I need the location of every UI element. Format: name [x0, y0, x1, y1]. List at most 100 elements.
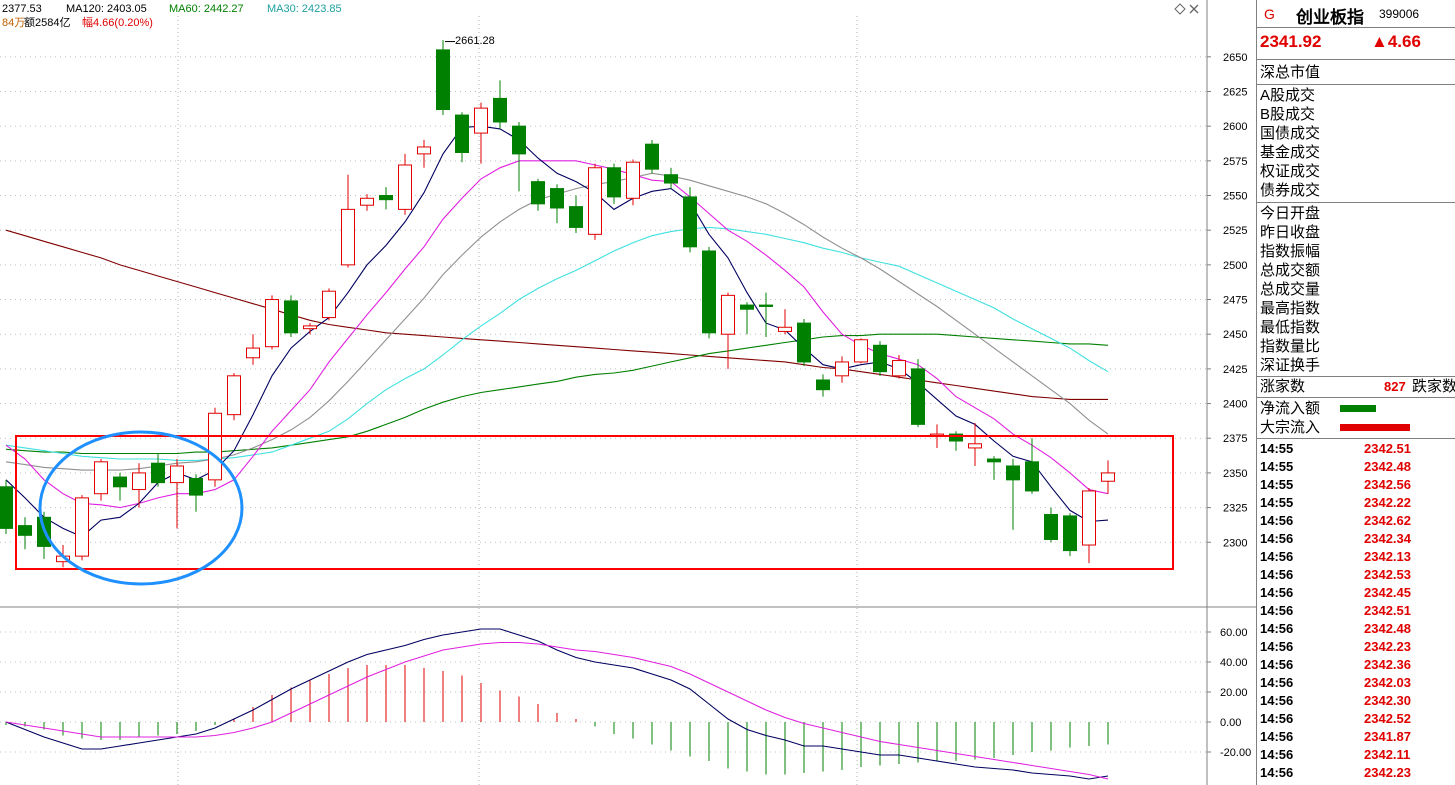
tick-time: 14:56 — [1260, 693, 1294, 708]
tick-price: 2342.23 — [1364, 765, 1411, 780]
candle[interactable] — [531, 178, 545, 211]
candle[interactable] — [1044, 507, 1058, 543]
candle[interactable] — [607, 163, 621, 204]
candle[interactable] — [170, 459, 184, 529]
candle-body — [1063, 515, 1077, 552]
candle[interactable] — [987, 456, 1001, 480]
candle[interactable] — [740, 302, 754, 335]
candle[interactable] — [455, 112, 469, 163]
candle-body — [911, 368, 925, 425]
candle[interactable] — [493, 80, 507, 129]
tick-time: 14:55 — [1260, 495, 1294, 510]
candle[interactable] — [94, 459, 108, 501]
index-name: 创业板指 — [1296, 8, 1364, 27]
y-axis-labels: 2300 2325 2350 2375 2400 2425 2450 2475 2500 2525… — [1207, 52, 1251, 759]
candle-body — [151, 462, 165, 484]
close-icon[interactable] — [1189, 4, 1199, 14]
candle[interactable] — [132, 463, 146, 508]
tick-price: 2342.51 — [1364, 603, 1411, 618]
candle[interactable] — [0, 479, 13, 534]
candle[interactable] — [949, 431, 963, 451]
candle[interactable] — [341, 174, 355, 268]
candle[interactable] — [379, 187, 393, 210]
candle[interactable] — [512, 121, 526, 192]
candle[interactable] — [227, 373, 241, 421]
candle[interactable] — [835, 356, 849, 383]
candle[interactable] — [626, 159, 640, 206]
candle[interactable] — [778, 309, 792, 335]
candle[interactable] — [265, 295, 279, 350]
candle[interactable] — [436, 40, 450, 116]
block-inflow-bar — [1340, 424, 1410, 431]
candle[interactable] — [151, 453, 165, 487]
macd-y-tick-label: 0.00 — [1220, 717, 1241, 729]
tick-price: 2342.30 — [1364, 693, 1411, 708]
macd-line2 — [5, 641, 1109, 780]
macd-y-tick-label: 20.00 — [1220, 687, 1248, 699]
candle[interactable] — [1063, 513, 1077, 557]
candle[interactable] — [37, 511, 51, 559]
candle[interactable] — [911, 359, 925, 428]
candle[interactable] — [284, 295, 298, 337]
net-inflow-bar — [1340, 405, 1376, 412]
diamond-icon[interactable] — [1174, 3, 1186, 15]
candle[interactable] — [113, 472, 127, 501]
candle[interactable] — [721, 292, 735, 369]
candle-body — [721, 294, 735, 335]
candle[interactable] — [645, 140, 659, 174]
tick-time: 14:56 — [1260, 513, 1294, 528]
candle[interactable] — [1082, 488, 1096, 564]
stat-label: 债券成交 — [1260, 182, 1321, 199]
candle[interactable] — [569, 195, 583, 233]
candle[interactable] — [189, 474, 203, 512]
candle[interactable] — [474, 102, 488, 164]
candle-body — [702, 250, 716, 334]
candle[interactable] — [683, 187, 697, 253]
y-tick-label: 2450 — [1223, 329, 1247, 341]
candle[interactable] — [702, 246, 716, 339]
candle[interactable] — [417, 140, 431, 168]
candle[interactable] — [208, 407, 222, 487]
main-price-grid — [0, 0, 1256, 785]
y-tick-label: 2575 — [1223, 156, 1247, 168]
tick-price: 2342.56 — [1364, 477, 1411, 492]
candle[interactable] — [550, 184, 564, 224]
candle[interactable] — [360, 194, 374, 211]
candle[interactable] — [75, 495, 89, 561]
candles[interactable] — [0, 40, 1115, 568]
stat-label: 总成交额 — [1260, 262, 1321, 279]
stat-label: 最高指数 — [1260, 300, 1321, 317]
candle[interactable] — [873, 341, 887, 376]
candle[interactable] — [1101, 460, 1115, 494]
divider — [1256, 438, 1455, 439]
tick-price: 2342.13 — [1364, 549, 1411, 564]
candle[interactable] — [588, 163, 602, 240]
candle[interactable] — [664, 167, 678, 189]
candle[interactable] — [303, 323, 317, 335]
candle[interactable] — [797, 318, 811, 367]
rise-count-label: 涨家数 — [1260, 378, 1306, 395]
candle-body — [246, 347, 260, 359]
candle[interactable] — [816, 374, 830, 397]
candle[interactable] — [968, 422, 982, 466]
macd-y-tick-label: 40.00 — [1220, 657, 1248, 669]
candle[interactable] — [322, 288, 336, 321]
candle[interactable] — [854, 338, 868, 364]
candle-body — [892, 360, 906, 377]
chart-canvas[interactable]: 2300 2325 2350 2375 2400 2425 2450 2475 2500 2525… — [0, 0, 1256, 785]
candle[interactable] — [1025, 438, 1039, 494]
candle-body — [987, 458, 1001, 463]
candle[interactable] — [18, 517, 32, 550]
stat-label: 最低指数 — [1260, 319, 1321, 336]
candle-body — [227, 375, 241, 416]
candle-body — [493, 97, 507, 123]
candle[interactable] — [398, 153, 412, 215]
high-annotation: 2661.28 — [455, 35, 495, 47]
candle[interactable] — [1006, 459, 1020, 530]
ma30-line — [5, 226, 1109, 461]
candle[interactable] — [892, 355, 906, 379]
tick-price: 2342.52 — [1364, 711, 1411, 726]
candle[interactable] — [759, 292, 773, 337]
stat-label: 深证换手 — [1260, 357, 1321, 374]
candle[interactable] — [246, 334, 260, 365]
